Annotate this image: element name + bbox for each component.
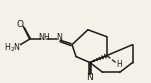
Text: H$_2$N: H$_2$N: [4, 41, 21, 54]
Text: O: O: [17, 20, 24, 29]
Text: N: N: [87, 73, 93, 82]
Text: NH: NH: [38, 33, 50, 42]
Text: N: N: [56, 33, 62, 42]
Text: H: H: [116, 60, 122, 69]
